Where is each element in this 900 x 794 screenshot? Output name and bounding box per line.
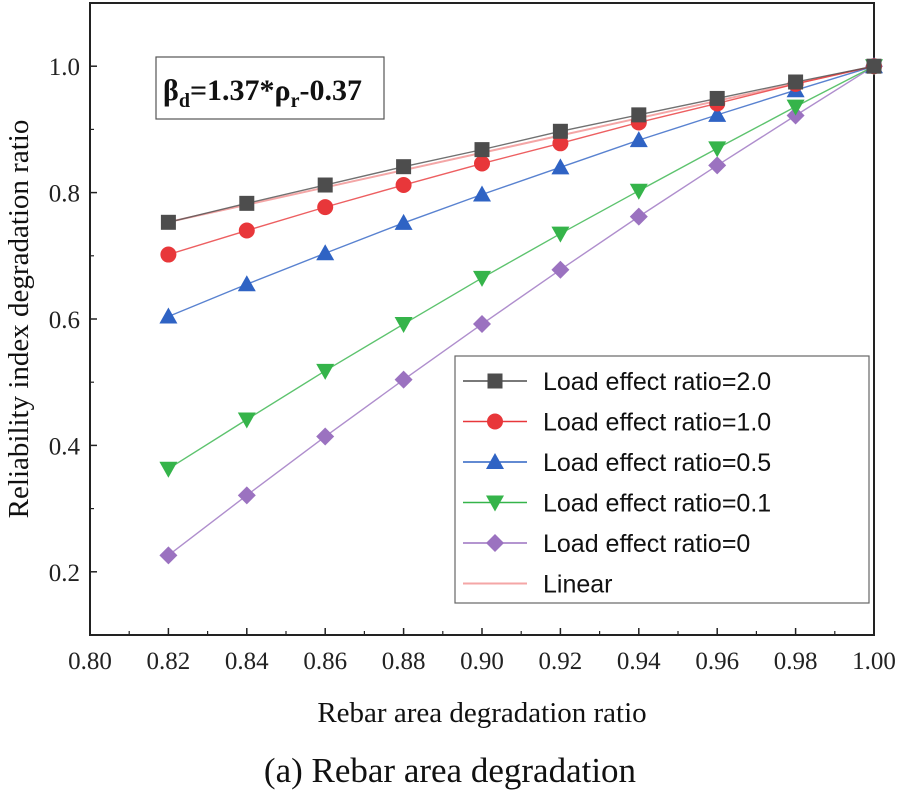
data-point — [551, 158, 570, 175]
legend-marker — [486, 453, 504, 469]
data-point — [317, 199, 334, 216]
legend-label: Linear — [543, 571, 613, 599]
data-point — [394, 213, 413, 230]
data-point — [159, 461, 178, 478]
data-point — [395, 177, 412, 194]
y-tick-label: 0.6 — [49, 307, 80, 334]
data-point — [237, 486, 256, 505]
series-line — [168, 65, 875, 470]
legend-label: Load effect ratio=0.1 — [543, 490, 771, 518]
y-tick-label: 0.2 — [49, 560, 80, 587]
series-line — [168, 65, 875, 256]
series-line — [168, 65, 875, 318]
data-point — [316, 244, 335, 261]
y-axis-title: Reliability index degradation ratio — [3, 120, 35, 519]
data-point — [551, 260, 570, 279]
linear-fit-line — [168, 65, 875, 224]
legend-entry: Load effect ratio=2.0 — [463, 368, 771, 396]
series-line — [167, 65, 875, 556]
data-point — [394, 370, 413, 389]
legend-marker — [486, 495, 504, 512]
data-point — [160, 246, 177, 263]
data-point — [866, 58, 882, 74]
x-tick-label: 0.96 — [695, 648, 739, 675]
x-tick-label: 0.84 — [225, 648, 269, 675]
legend-label: Load effect ratio=2.0 — [543, 368, 771, 396]
data-point — [316, 427, 335, 446]
equation-text: βd=1.37*ρr-0.37 — [163, 74, 362, 112]
legend-entry: Load effect ratio=0 — [463, 530, 750, 558]
fit-line-layer — [168, 65, 875, 224]
data-point — [551, 226, 570, 243]
series-line — [168, 65, 875, 223]
data-point — [317, 177, 333, 193]
figure-caption: (a) Rebar area degradation — [264, 751, 636, 790]
x-tick-label: 0.98 — [774, 648, 818, 675]
data-point — [237, 275, 256, 292]
series-0 — [160, 58, 882, 230]
x-tick-label: 0.92 — [539, 648, 583, 675]
equation-frame — [155, 56, 385, 120]
data-point — [159, 307, 178, 324]
legend-frame — [454, 355, 870, 604]
data-point — [316, 363, 335, 380]
data-point — [394, 317, 413, 334]
data-point — [629, 183, 648, 200]
data-point — [629, 207, 648, 226]
legend-label: Load effect ratio=1.0 — [543, 409, 771, 437]
data-point — [709, 90, 725, 106]
legend-label: Load effect ratio=0 — [543, 530, 750, 558]
data-point — [708, 156, 727, 175]
data-point — [629, 131, 648, 148]
legend: Load effect ratio=2.0 Load effect ratio=1… — [454, 355, 870, 604]
legend-marker — [487, 373, 503, 389]
legend-marker — [487, 413, 503, 430]
data-point — [786, 99, 805, 116]
legend-entry: Load effect ratio=1.0 — [463, 409, 771, 437]
x-tick-label: 0.88 — [382, 648, 426, 675]
legend-label: Load effect ratio=0.5 — [543, 449, 771, 477]
y-tick-label: 0.4 — [49, 433, 81, 460]
x-tick-label: 0.94 — [617, 648, 661, 675]
series-layer — [159, 57, 883, 565]
data-point — [474, 142, 490, 158]
legend-entry: Linear — [463, 571, 613, 599]
equation-box: βd=1.37*ρr-0.37 — [155, 56, 385, 120]
legend-entry: Load effect ratio=0.1 — [463, 490, 771, 518]
data-point — [238, 222, 255, 239]
data-point — [631, 107, 647, 123]
data-point — [239, 195, 255, 211]
data-point — [708, 105, 727, 122]
y-tick-label: 1.0 — [49, 54, 80, 81]
x-axis-title: Rebar area degradation ratio — [317, 697, 646, 729]
legend-entry: Load effect ratio=0.5 — [463, 449, 771, 477]
data-point — [552, 135, 569, 152]
data-point — [552, 123, 568, 139]
data-point — [237, 412, 256, 429]
x-tick-label: 0.86 — [303, 648, 347, 675]
data-point — [159, 546, 178, 565]
data-point — [474, 155, 490, 172]
data-point — [473, 315, 491, 334]
data-point — [788, 74, 804, 90]
data-point — [473, 270, 491, 287]
data-point — [160, 214, 176, 230]
ticks: 0.80 0.82 0.84 0.86 0.88 0.90 0.92 0.94 0.96 0.98… — [49, 54, 896, 675]
y-tick-label: 0.8 — [49, 181, 80, 208]
data-point — [396, 159, 412, 175]
legend-marker — [486, 534, 504, 552]
x-tick-label: 0.80 — [68, 648, 112, 675]
data-point — [708, 141, 727, 158]
data-point — [473, 185, 491, 202]
x-tick-label: 1.00 — [852, 648, 896, 675]
x-tick-label: 0.82 — [147, 648, 191, 675]
x-tick-label: 0.90 — [460, 648, 504, 675]
